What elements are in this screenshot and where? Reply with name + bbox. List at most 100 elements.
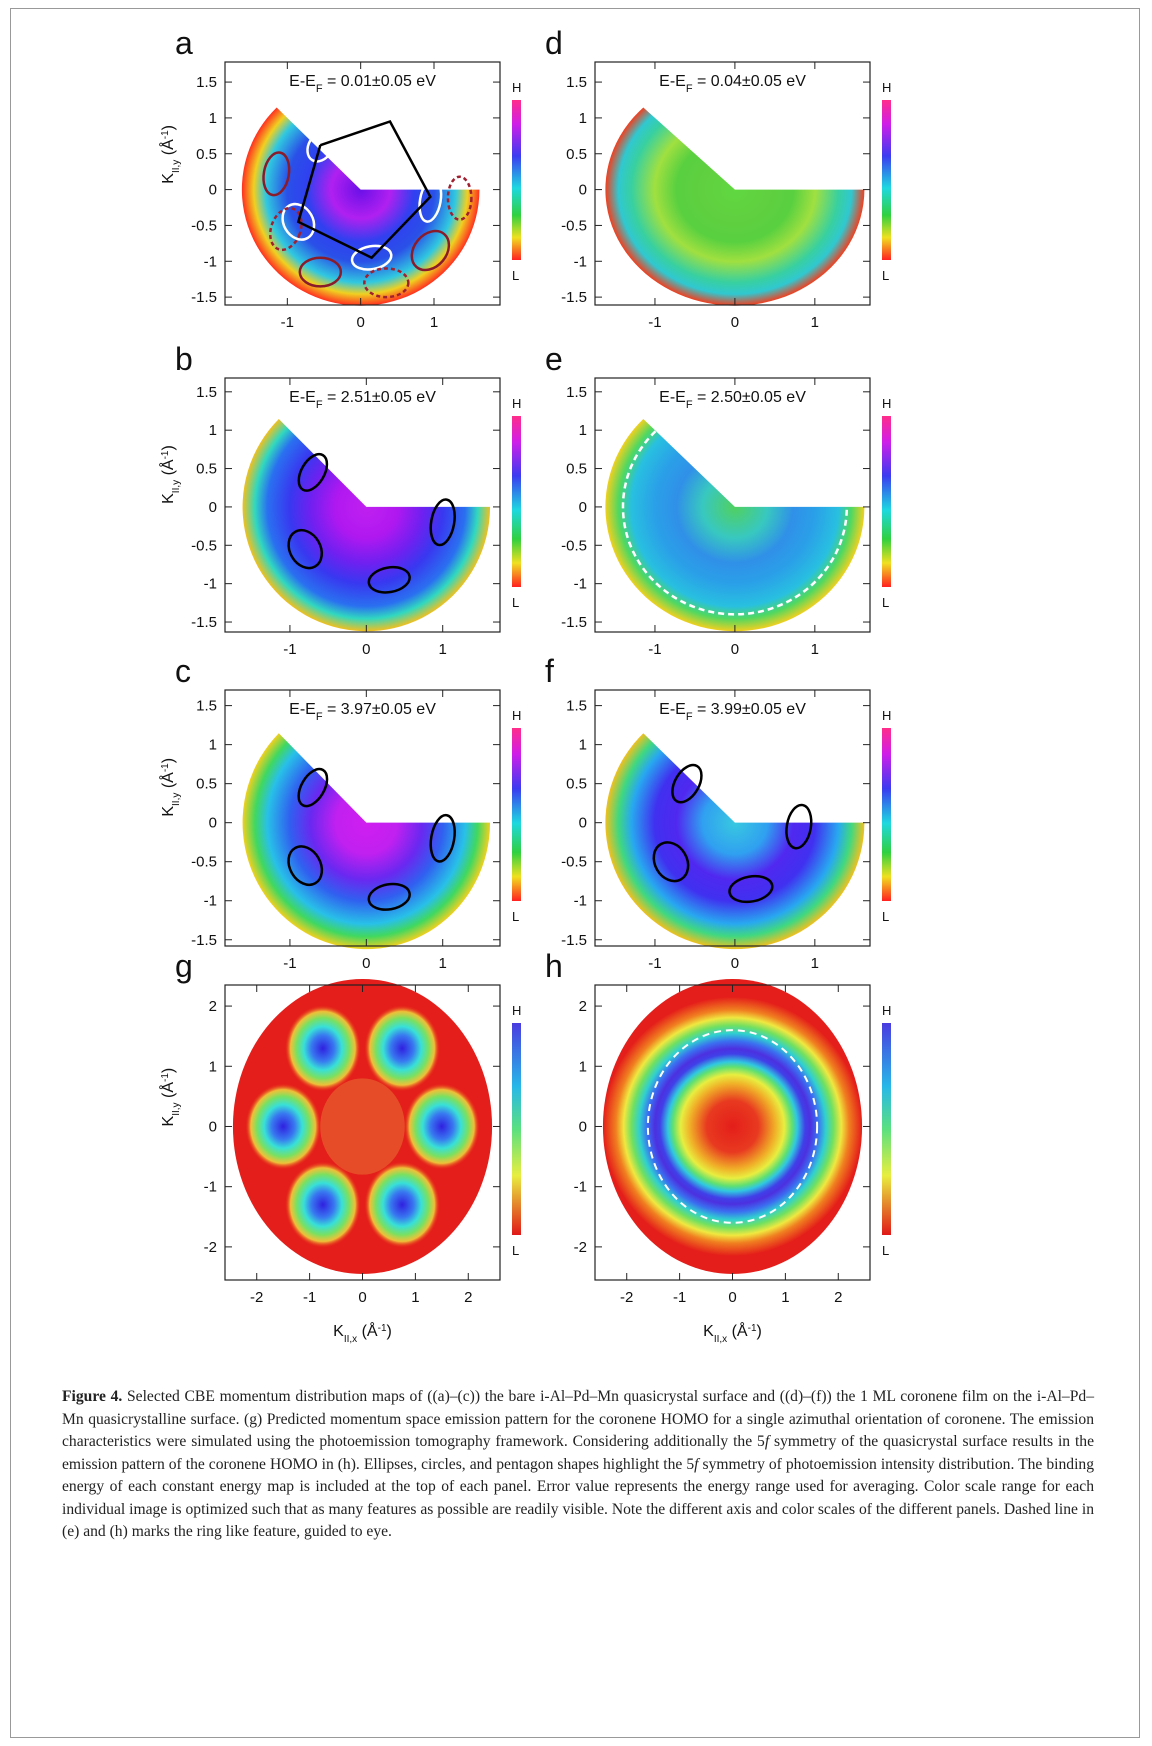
colorbar-low: L — [512, 909, 519, 924]
y-tick-label: 2 — [209, 998, 217, 1015]
y-tick-label: 1.5 — [196, 384, 217, 401]
y-tick-label: -0.5 — [191, 854, 217, 871]
axis-label-part: (Å — [158, 139, 177, 160]
x-tick-label: 1 — [430, 314, 438, 331]
lobe — [404, 1083, 480, 1170]
axis-label-part: K — [160, 806, 177, 817]
y-tick-label: 1 — [209, 1058, 217, 1075]
y-tick-label: -1.5 — [191, 932, 217, 949]
x-tick-label: -1 — [673, 1289, 686, 1306]
panel-letter: b — [175, 341, 193, 377]
y-tick-label: -1.5 — [191, 289, 217, 306]
axis-label-part: ) — [757, 1323, 762, 1340]
x-tick-label: 1 — [439, 955, 447, 972]
axis-label-part: II,y — [171, 793, 182, 806]
y-tick-label: 1.5 — [566, 384, 587, 401]
axis-label-part: ) — [160, 1068, 177, 1073]
y-tick-label: 1 — [579, 737, 587, 754]
x-tick-label: 0 — [731, 641, 739, 658]
axis-label-part: ) — [387, 1323, 392, 1340]
simulated-map — [603, 979, 862, 1274]
y-tick-label: 1 — [579, 110, 587, 127]
colorbar-low: L — [512, 595, 519, 610]
colorbar-high: H — [882, 396, 891, 411]
y-tick-label: 0.5 — [196, 776, 217, 793]
panel: -1011.510.50-0.5-1-1.5dE-EF = 0.04±0.05 … — [545, 25, 891, 331]
x-tick-label: 0 — [356, 314, 364, 331]
y-tick-label: -1.5 — [561, 289, 587, 306]
y-tick-label: -1 — [204, 893, 217, 910]
x-tick-label: 1 — [439, 641, 447, 658]
energy-part: = 3.99±0.05 eV — [693, 701, 807, 718]
axis-label-part: (Å — [158, 772, 177, 793]
x-tick-label: -2 — [250, 1289, 263, 1306]
y-tick-label: 0 — [209, 182, 217, 199]
colorbar-high: H — [512, 80, 521, 95]
x-tick-label: 1 — [411, 1289, 419, 1306]
y-tick-label: 0.5 — [196, 461, 217, 478]
energy-part: E-E — [659, 389, 686, 406]
x-tick-label: -1 — [648, 641, 661, 658]
axis-label-part: (Å — [727, 1321, 748, 1340]
energy-part: E-E — [289, 73, 316, 90]
x-tick-label: -1 — [648, 314, 661, 331]
y-tick-label: -0.5 — [561, 537, 587, 554]
axis-label-part: II,y — [171, 480, 182, 493]
colorbar-low: L — [882, 1243, 889, 1258]
lobe — [285, 1005, 361, 1092]
colorbar-high: H — [512, 708, 521, 723]
y-tick-label: 1 — [579, 422, 587, 439]
x-tick-label: 0 — [362, 641, 370, 658]
colorbar-high: H — [882, 80, 891, 95]
axis-label-part: II,y — [171, 160, 182, 173]
panel: -1011.510.50-0.5-1-1.5bE-EF = 2.51±0.05 … — [175, 341, 521, 658]
x-tick-label: 1 — [781, 1289, 789, 1306]
colorbar — [882, 100, 891, 260]
y-tick-label: 1 — [579, 1058, 587, 1075]
axis-label-part: K — [160, 1115, 177, 1126]
energy-label: E-EF = 3.97±0.05 eV — [289, 701, 436, 723]
axis-label-part: K — [333, 1323, 344, 1340]
x-tick-label: 1 — [811, 314, 819, 331]
colorbar — [882, 416, 891, 587]
x-tick-label: 1 — [811, 641, 819, 658]
y-tick-label: 1 — [209, 422, 217, 439]
x-tick-label: -1 — [283, 641, 296, 658]
axis-label-part: K — [703, 1323, 714, 1340]
colorbar — [512, 100, 521, 260]
colorbar-high: H — [512, 1003, 521, 1018]
lobe — [364, 1161, 440, 1248]
x-tick-label: 0 — [731, 314, 739, 331]
momentum-map — [242, 107, 480, 305]
axis-label-part: K — [160, 493, 177, 504]
x-tick-label: 2 — [834, 1289, 842, 1306]
axis-label-part: (Å — [158, 1082, 177, 1103]
y-tick-label: -1 — [574, 576, 587, 593]
y-tick-label: -1 — [574, 1179, 587, 1196]
energy-part: E-E — [289, 701, 316, 718]
energy-part: E-E — [289, 389, 316, 406]
colorbar-high: H — [882, 1003, 891, 1018]
x-tick-label: -2 — [620, 1289, 633, 1306]
colorbar-low: L — [882, 268, 889, 283]
energy-label: E-EF = 3.99±0.05 eV — [659, 701, 806, 723]
y-tick-label: 2 — [579, 998, 587, 1015]
y-tick-label: 1.5 — [566, 74, 587, 91]
axis-label: KII,x (Å-1) — [333, 1321, 392, 1345]
energy-label: E-EF = 2.50±0.05 eV — [659, 389, 806, 411]
y-tick-label: -0.5 — [191, 217, 217, 234]
y-tick-label: 0.5 — [566, 146, 587, 163]
energy-label: E-EF = 0.04±0.05 eV — [659, 73, 806, 95]
y-tick-label: -2 — [204, 1239, 217, 1256]
y-tick-label: 0 — [209, 499, 217, 516]
energy-label: E-EF = 2.51±0.05 eV — [289, 389, 436, 411]
y-tick-label: 0 — [579, 499, 587, 516]
y-tick-label: -0.5 — [561, 217, 587, 234]
figure: -1011.510.50-0.5-1-1.5aE-EF = 0.01±0.05 … — [0, 0, 1152, 1380]
y-tick-label: 1.5 — [196, 74, 217, 91]
colorbar — [512, 416, 521, 587]
y-tick-label: 0.5 — [566, 776, 587, 793]
